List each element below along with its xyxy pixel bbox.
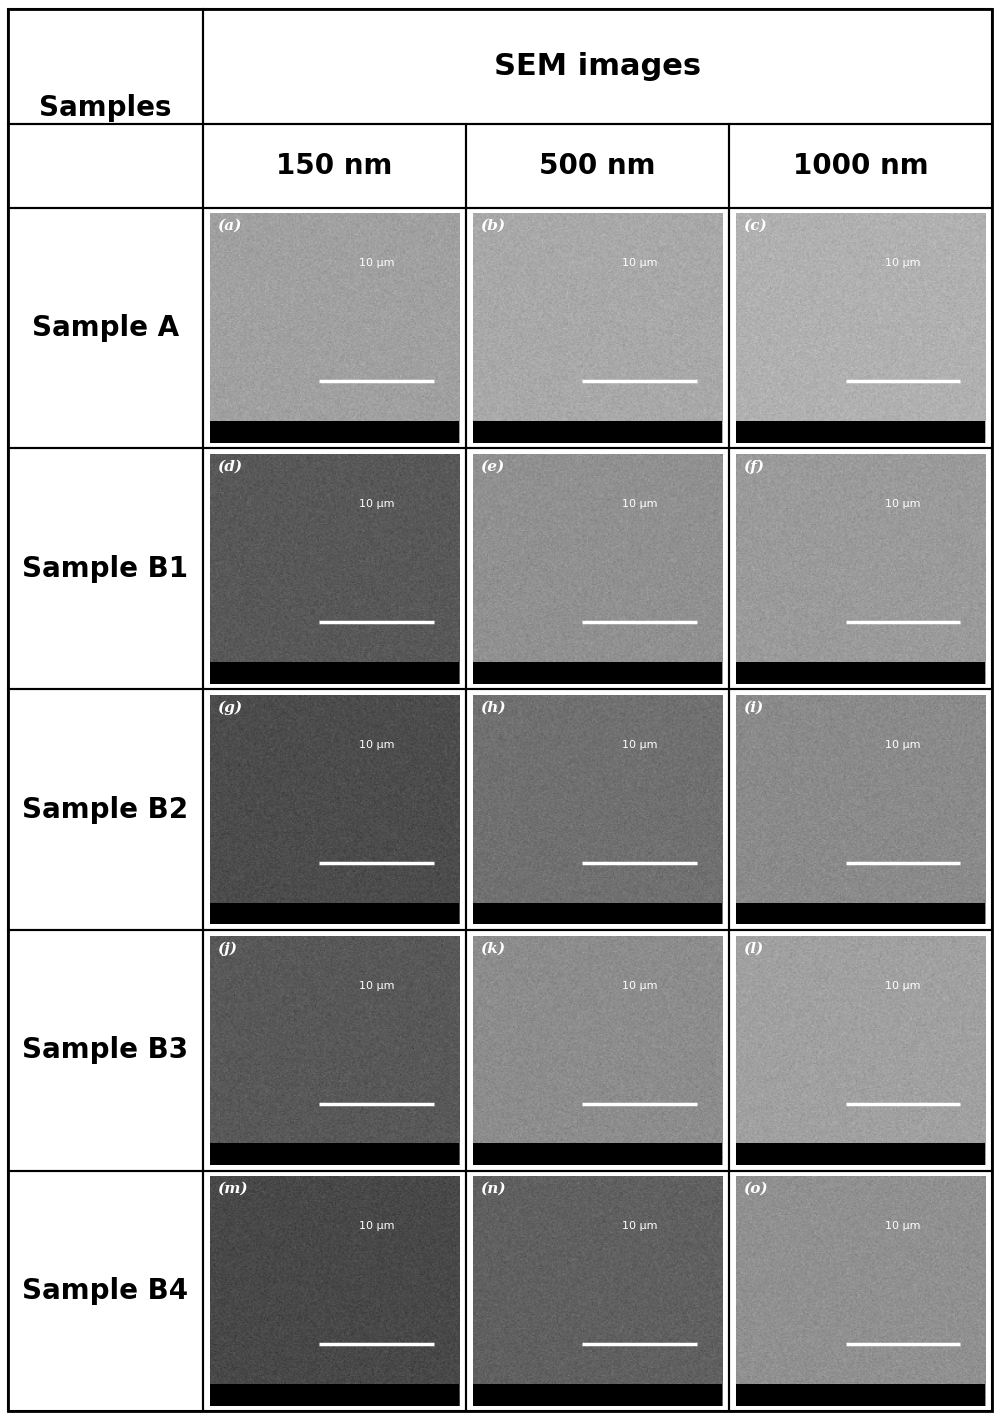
Bar	[473, 903, 722, 924]
Text: 10 μm: 10 μm	[885, 1221, 921, 1231]
Text: Sample B2: Sample B2	[22, 795, 188, 824]
Text: 10 μm: 10 μm	[359, 1221, 394, 1231]
Bar	[210, 1384, 459, 1406]
Bar	[736, 420, 985, 443]
Text: Sample B1: Sample B1	[22, 555, 188, 582]
Text: (o): (o)	[743, 1181, 768, 1196]
Text: 10 μm: 10 μm	[622, 500, 658, 510]
Text: (l): (l)	[743, 941, 764, 956]
Bar	[736, 662, 985, 683]
Text: 500 nm: 500 nm	[539, 152, 656, 180]
Bar	[210, 662, 459, 683]
Text: 10 μm: 10 μm	[885, 740, 921, 750]
Bar	[736, 1143, 985, 1164]
Text: 10 μm: 10 μm	[359, 981, 394, 991]
Bar	[736, 903, 985, 924]
Text: (f): (f)	[743, 460, 764, 474]
Text: 1000 nm: 1000 nm	[793, 152, 928, 180]
Text: (k): (k)	[480, 941, 505, 956]
Text: (d): (d)	[217, 460, 242, 474]
Text: SEM images: SEM images	[494, 51, 701, 81]
Text: 10 μm: 10 μm	[622, 740, 658, 750]
Text: (b): (b)	[480, 219, 505, 233]
Bar	[210, 420, 459, 443]
Bar	[210, 903, 459, 924]
Text: (m): (m)	[217, 1181, 248, 1196]
Text: 10 μm: 10 μm	[359, 258, 394, 268]
Text: (e): (e)	[480, 460, 505, 474]
Text: Sample B3: Sample B3	[22, 1037, 188, 1065]
Text: 10 μm: 10 μm	[885, 258, 921, 268]
Text: 10 μm: 10 μm	[359, 500, 394, 510]
Bar	[473, 662, 722, 683]
Text: 10 μm: 10 μm	[622, 1221, 658, 1231]
Text: Sample A: Sample A	[32, 314, 179, 342]
Bar	[210, 1143, 459, 1164]
Bar	[473, 1143, 722, 1164]
Text: (h): (h)	[480, 700, 506, 714]
Text: Sample B4: Sample B4	[22, 1277, 188, 1305]
Text: Samples: Samples	[39, 94, 172, 122]
Bar	[473, 420, 722, 443]
Bar	[736, 1384, 985, 1406]
Text: 10 μm: 10 μm	[359, 740, 394, 750]
Text: (n): (n)	[480, 1181, 506, 1196]
Text: 150 nm: 150 nm	[276, 152, 393, 180]
Text: 10 μm: 10 μm	[622, 258, 658, 268]
Text: (c): (c)	[743, 219, 767, 233]
Text: (j): (j)	[217, 941, 237, 956]
Bar	[473, 1384, 722, 1406]
Text: (g): (g)	[217, 700, 242, 716]
Text: 10 μm: 10 μm	[885, 981, 921, 991]
Text: (i): (i)	[743, 700, 764, 714]
Text: 10 μm: 10 μm	[622, 981, 658, 991]
Text: 10 μm: 10 μm	[885, 500, 921, 510]
Text: (a): (a)	[217, 219, 242, 233]
